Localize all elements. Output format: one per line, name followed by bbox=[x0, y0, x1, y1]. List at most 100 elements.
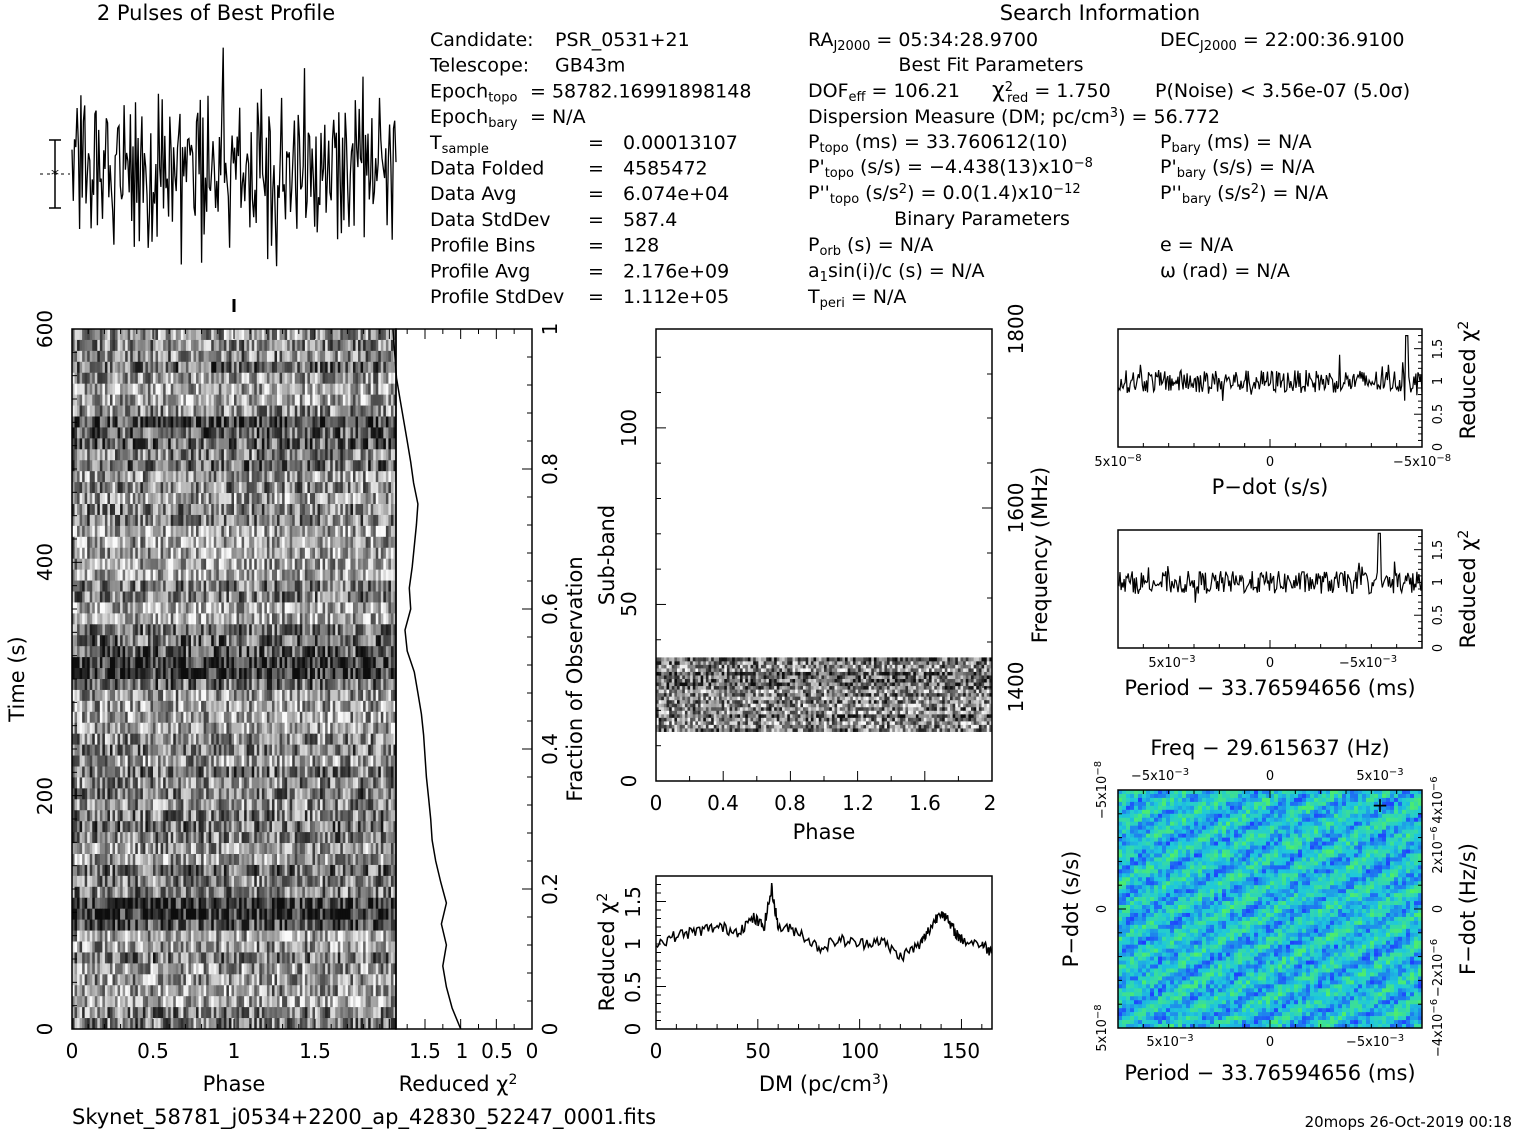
time-phase-cell bbox=[251, 591, 255, 603]
time-phase-cell bbox=[337, 569, 341, 581]
time-phase-cell bbox=[92, 493, 96, 505]
time-phase-cell bbox=[72, 514, 75, 527]
time-phase-cell bbox=[142, 471, 146, 483]
time-phase-cell bbox=[147, 635, 151, 647]
time-phase-cell bbox=[77, 624, 80, 636]
time-phase-cell bbox=[370, 405, 374, 417]
time-phase-cell bbox=[378, 361, 382, 374]
time-phase-cell bbox=[378, 449, 382, 461]
time-phase-cell bbox=[393, 711, 397, 724]
time-phase-cell bbox=[211, 700, 215, 713]
time-phase-cell bbox=[72, 329, 75, 341]
time-phase-cell bbox=[216, 405, 220, 417]
time-phase-cell bbox=[325, 383, 329, 396]
time-phase-cell bbox=[112, 471, 116, 483]
time-phase-cell bbox=[239, 657, 242, 669]
time-phase-cell bbox=[153, 405, 156, 417]
time-phase-cell bbox=[284, 339, 288, 352]
time-phase-cell bbox=[107, 350, 111, 363]
time-phase-cell bbox=[335, 372, 339, 385]
time-phase-cell bbox=[266, 416, 270, 428]
time-phase-cell bbox=[117, 700, 121, 713]
time-phase-cell bbox=[355, 416, 359, 428]
time-phase-cell bbox=[350, 438, 354, 450]
time-phase-cell bbox=[269, 624, 273, 636]
time-phase-cell bbox=[112, 339, 116, 352]
time-phase-cell bbox=[234, 460, 237, 472]
time-phase-cell bbox=[145, 405, 149, 417]
time-phase-cell bbox=[168, 525, 172, 538]
time-phase-cell bbox=[231, 449, 235, 461]
time-phase-cell bbox=[196, 383, 199, 396]
time-phase-cell bbox=[198, 525, 202, 538]
time-phase-cell bbox=[178, 383, 182, 396]
time-phase-cell bbox=[368, 471, 372, 483]
time-phase-cell bbox=[390, 493, 394, 505]
time-phase-cell bbox=[135, 394, 139, 406]
time-phase-cell bbox=[99, 329, 103, 341]
time-phase-cell bbox=[393, 624, 397, 636]
time-phase-panel: 0 0.5 1 1.5 Phase 0 200 400 600 Time (s) bbox=[5, 299, 397, 1096]
time-phase-cell bbox=[335, 504, 339, 516]
time-phase-cell bbox=[294, 449, 298, 461]
time-phase-cell bbox=[271, 536, 275, 549]
time-phase-cell bbox=[373, 416, 377, 428]
time-phase-cell bbox=[337, 733, 341, 746]
time-phase-cell bbox=[259, 383, 263, 396]
time-phase-cell bbox=[271, 733, 275, 746]
time-phase-cell bbox=[109, 438, 113, 450]
time-phase-cell bbox=[193, 482, 197, 494]
time-phase-cell bbox=[244, 339, 248, 352]
time-phase-cell bbox=[115, 591, 118, 603]
time-phase-cell bbox=[368, 689, 372, 702]
time-phase-cell bbox=[180, 711, 184, 724]
time-phase-cell bbox=[287, 405, 291, 417]
time-phase-cell bbox=[271, 668, 275, 680]
time-phase-cell bbox=[160, 722, 164, 735]
time-phase-cell bbox=[87, 405, 91, 417]
time-phase-cell bbox=[259, 329, 263, 341]
time-phase-cell bbox=[74, 438, 78, 450]
time-phase-cell bbox=[125, 525, 129, 538]
time-phase-cell bbox=[218, 536, 222, 549]
time-phase-cell bbox=[107, 525, 111, 538]
time-phase-cell bbox=[355, 657, 359, 669]
time-phase-cell bbox=[261, 646, 265, 658]
time-phase-cell bbox=[292, 536, 296, 549]
time-phase-cell bbox=[282, 482, 286, 494]
time-phase-cell bbox=[347, 536, 351, 549]
time-phase-cell bbox=[150, 514, 154, 527]
time-phase-cell bbox=[246, 558, 250, 571]
time-phase-cell bbox=[158, 613, 161, 625]
time-phase-cell bbox=[307, 482, 311, 494]
time-phase-cell bbox=[309, 514, 313, 527]
time-phase-cell bbox=[72, 438, 75, 450]
time-phase-cell bbox=[380, 383, 384, 396]
time-phase-cell bbox=[385, 679, 389, 691]
time-phase-cell bbox=[322, 383, 326, 396]
time-phase-cell bbox=[142, 438, 146, 450]
time-phase-cell bbox=[388, 657, 392, 669]
time-phase-cell bbox=[173, 405, 177, 417]
time-phase-cell bbox=[292, 405, 296, 417]
time-phase-cell bbox=[185, 700, 189, 713]
time-phase-cell bbox=[206, 591, 210, 603]
time-phase-cell bbox=[244, 394, 248, 406]
time-phase-cell bbox=[198, 711, 202, 724]
time-phase-cell bbox=[125, 744, 129, 756]
time-phase-cell bbox=[294, 361, 298, 374]
time-phase-cell bbox=[77, 525, 80, 538]
time-phase-cell bbox=[378, 569, 382, 581]
time-phase-cell bbox=[120, 744, 124, 756]
time-phase-cell bbox=[363, 679, 367, 691]
time-phase-cell bbox=[109, 383, 113, 396]
time-phase-cell bbox=[380, 635, 384, 647]
time-phase-cell bbox=[342, 329, 346, 341]
time-phase-cell bbox=[112, 361, 116, 374]
time-phase-cell bbox=[160, 547, 164, 560]
time-phase-cell bbox=[284, 350, 288, 363]
time-phase-cell bbox=[104, 460, 108, 472]
time-phase-cell bbox=[132, 635, 136, 647]
time-phase-cell bbox=[388, 482, 392, 494]
time-phase-cell bbox=[234, 689, 237, 702]
